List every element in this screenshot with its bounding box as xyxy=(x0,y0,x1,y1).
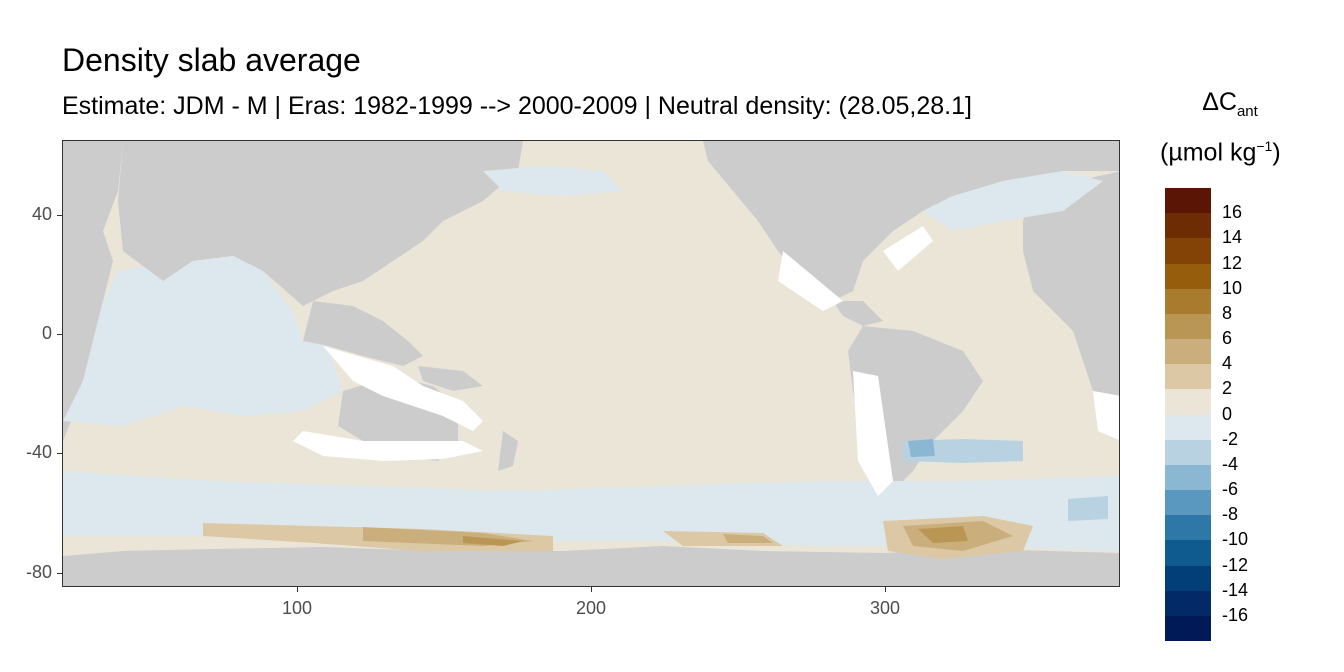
legend-swatch xyxy=(1165,464,1211,491)
nodata-eastpacific xyxy=(778,251,843,311)
legend-label: -8 xyxy=(1222,504,1239,525)
map-subtitle: Estimate: JDM - M | Eras: 1982-1999 --> … xyxy=(62,92,972,120)
x-tick-label: 100 xyxy=(281,598,313,618)
nodata-southern-strip xyxy=(293,431,483,461)
legend-unit: (µmol kg−1) xyxy=(1160,138,1281,167)
legend-swatch xyxy=(1165,414,1211,441)
weddell-core xyxy=(918,526,968,543)
legend-swatch xyxy=(1165,565,1211,592)
x-tick-mark xyxy=(297,587,298,592)
north-atlantic-negative xyxy=(923,171,1103,231)
legend-swatch xyxy=(1165,615,1211,642)
y-tick-label: -80 xyxy=(25,562,52,582)
legend-swatch xyxy=(1165,590,1211,617)
eurasia-land xyxy=(118,141,523,306)
amundsen-strong xyxy=(723,534,773,543)
x-tick-mark xyxy=(885,587,886,592)
y-tick-mark xyxy=(57,215,62,216)
europe-africa-land xyxy=(1023,171,1119,440)
south-atlantic-deeper-patch xyxy=(908,439,935,457)
antarctica-land xyxy=(63,546,1119,586)
legend-label: 12 xyxy=(1222,252,1243,273)
legend-unit-suffix: ) xyxy=(1272,138,1281,167)
legend-label: 14 xyxy=(1222,227,1243,248)
legend-label: 10 xyxy=(1222,277,1243,298)
ross-sea-core xyxy=(463,536,523,546)
legend-swatch xyxy=(1165,540,1211,566)
legend-label: 16 xyxy=(1222,202,1243,223)
map-canvas xyxy=(63,141,1119,586)
legend-label: 8 xyxy=(1222,302,1233,323)
legend-label: -12 xyxy=(1222,554,1249,575)
africa-land xyxy=(63,141,123,441)
x-tick-mark xyxy=(591,587,592,592)
y-tick-label: 40 xyxy=(31,204,52,224)
legend-swatch xyxy=(1165,364,1211,390)
northamerica-land xyxy=(703,141,1119,301)
east-atlantic-negative-patch xyxy=(1068,496,1108,521)
legend-label: -14 xyxy=(1222,579,1249,600)
map-panel xyxy=(62,140,1120,587)
legend-unit-prefix: (µmol kg xyxy=(1160,138,1257,167)
legend-swatch xyxy=(1165,490,1211,516)
x-tick-label: 300 xyxy=(869,598,901,618)
legend-colorbar xyxy=(1165,188,1211,642)
legend-swatch xyxy=(1165,213,1211,239)
legend-swatch xyxy=(1165,389,1211,415)
legend-label: 4 xyxy=(1222,353,1233,374)
legend-swatch xyxy=(1165,339,1211,365)
legend-swatch xyxy=(1165,515,1211,541)
legend-label: -16 xyxy=(1222,604,1249,625)
y-tick-mark xyxy=(57,453,62,454)
legend-label: -2 xyxy=(1222,428,1239,449)
nodata-indonesia xyxy=(323,346,483,431)
nodata-africa-west xyxy=(1093,391,1119,441)
map-title: Density slab average xyxy=(62,42,361,78)
legend-label: 2 xyxy=(1222,378,1233,399)
indian-ocean-negative xyxy=(63,256,343,426)
newguinea-land xyxy=(418,366,483,391)
legend-label: -6 xyxy=(1222,479,1239,499)
nodata-southamerica-edge xyxy=(853,371,893,496)
legend-swatch xyxy=(1165,439,1211,466)
legend-unit-sup: −1 xyxy=(1256,138,1273,154)
legend-swatch xyxy=(1165,288,1211,315)
legend-title-main: ΔC xyxy=(1202,88,1237,116)
legend-label: -10 xyxy=(1222,529,1249,550)
newzealand-land xyxy=(498,431,518,471)
legend-label: 0 xyxy=(1222,403,1233,424)
nodata-atlantic-edge xyxy=(883,226,933,271)
seasia-land xyxy=(303,301,423,366)
legend-swatch xyxy=(1165,238,1211,264)
y-tick-mark xyxy=(57,334,62,335)
centralamerica-land xyxy=(833,301,883,326)
north-pacific-negative xyxy=(483,166,623,196)
legend-swatch xyxy=(1165,263,1211,290)
legend-title-sub: ant xyxy=(1236,103,1258,120)
legend-label: -4 xyxy=(1222,453,1239,474)
y-tick-label: 0 xyxy=(41,323,52,343)
y-tick-mark xyxy=(57,573,62,574)
legend-label: 6 xyxy=(1222,328,1233,348)
x-tick-label: 200 xyxy=(575,598,607,618)
legend-swatch xyxy=(1165,188,1211,214)
legend-title: ΔCant xyxy=(1170,88,1290,120)
legend-swatch xyxy=(1165,313,1211,340)
y-tick-label: -40 xyxy=(25,442,52,462)
